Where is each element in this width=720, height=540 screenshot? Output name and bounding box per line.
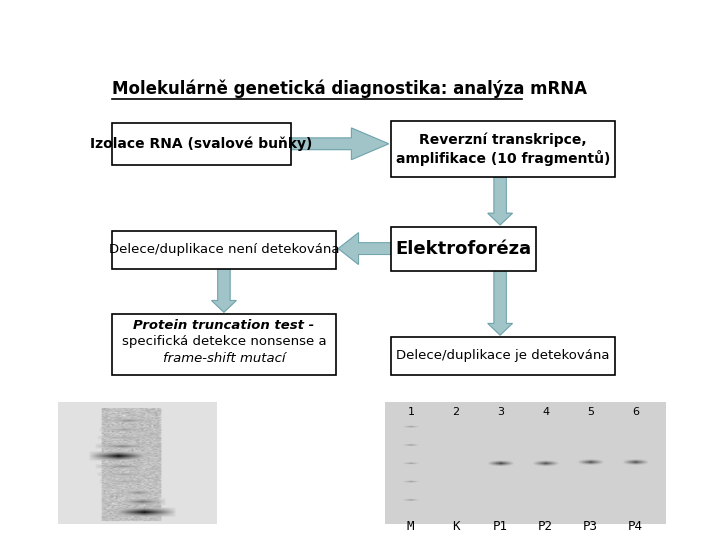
Text: 6: 6 — [632, 408, 639, 417]
Text: P2: P2 — [538, 520, 553, 533]
Text: 2: 2 — [453, 408, 459, 417]
FancyBboxPatch shape — [112, 231, 336, 268]
Text: K: K — [451, 520, 459, 533]
FancyBboxPatch shape — [392, 227, 536, 271]
Text: specifická detekce nonsense a: specifická detekce nonsense a — [122, 335, 326, 348]
FancyBboxPatch shape — [112, 314, 336, 375]
Polygon shape — [488, 177, 513, 225]
Polygon shape — [338, 233, 392, 265]
FancyBboxPatch shape — [392, 121, 615, 177]
FancyBboxPatch shape — [112, 123, 291, 165]
Text: P4: P4 — [628, 520, 643, 533]
Polygon shape — [488, 271, 513, 335]
Text: 3: 3 — [498, 408, 505, 417]
Text: frame-shift mutací: frame-shift mutací — [163, 352, 285, 365]
Text: Reverzní transkripce,
amplifikace (10 fragmentů): Reverzní transkripce, amplifikace (10 fr… — [396, 132, 610, 166]
Text: M: M — [407, 520, 414, 533]
Text: 5: 5 — [588, 408, 595, 417]
FancyBboxPatch shape — [392, 337, 615, 375]
Text: P1: P1 — [492, 520, 508, 533]
Text: Molekulárně genetická diagnostika: analýza mRNA: Molekulárně genetická diagnostika: analý… — [112, 79, 588, 98]
Text: Protein truncation test -: Protein truncation test - — [133, 319, 315, 332]
Text: 1: 1 — [408, 408, 415, 417]
Text: Delece/duplikace je detekována: Delece/duplikace je detekována — [396, 349, 610, 362]
Polygon shape — [212, 268, 236, 312]
Text: Izolace RNA (svalové buňky): Izolace RNA (svalové buňky) — [91, 137, 312, 151]
Text: 4: 4 — [542, 408, 549, 417]
Text: Delece/duplikace není detekována: Delece/duplikace není detekována — [109, 244, 339, 256]
Polygon shape — [291, 128, 389, 160]
Text: P3: P3 — [582, 520, 598, 533]
Text: Elektroforéza: Elektroforéza — [396, 240, 532, 258]
